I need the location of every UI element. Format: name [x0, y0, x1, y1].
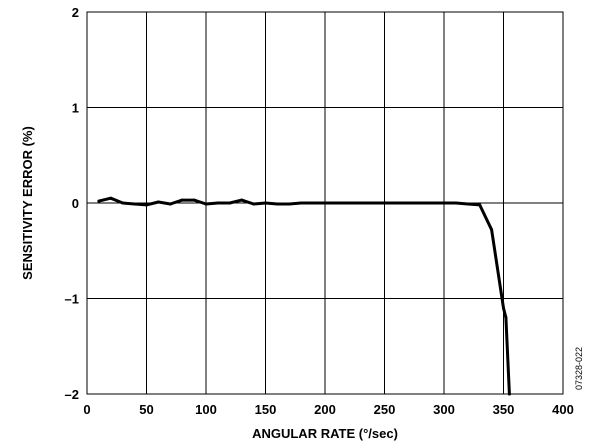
data-point-31	[466, 202, 470, 206]
y-tick-label-3: 1	[72, 101, 79, 116]
data-point-10	[216, 201, 220, 205]
data-point-21	[347, 201, 351, 205]
figure-id-label: 07328-022	[574, 347, 584, 390]
x-tick-labels: 0 50 100 150 200 250 300 350 400	[83, 402, 573, 417]
data-point-29	[442, 201, 446, 205]
data-point-35	[504, 316, 508, 320]
x-tick-label-6: 300	[433, 402, 455, 417]
data-point-8	[192, 198, 196, 202]
data-point-5	[156, 200, 160, 204]
y-tick-label-2: 0	[72, 196, 79, 211]
data-point-36	[507, 392, 511, 396]
data-point-23	[371, 201, 375, 205]
y-tick-label-0: –2	[65, 387, 79, 402]
data-point-12	[240, 198, 244, 202]
x-tick-label-5: 250	[374, 402, 396, 417]
data-point-3	[133, 202, 137, 206]
y-tick-label-4: 2	[72, 5, 79, 20]
x-tick-label-0: 0	[83, 402, 90, 417]
data-point-6	[168, 202, 172, 206]
x-tick-label-8: 400	[552, 402, 574, 417]
data-point-15	[275, 202, 279, 206]
x-tick-label-1: 50	[139, 402, 153, 417]
data-point-33	[490, 228, 494, 232]
data-point-22	[359, 201, 363, 205]
data-point-16	[287, 202, 291, 206]
data-point-19	[323, 201, 327, 205]
data-point-7	[180, 198, 184, 202]
data-point-2	[121, 201, 125, 205]
series-points	[97, 196, 511, 396]
data-point-26	[406, 201, 410, 205]
data-point-24	[383, 201, 386, 205]
data-point-17	[299, 201, 303, 205]
data-point-14	[264, 201, 267, 205]
x-axis-title: ANGULAR RATE (°/sec)	[252, 426, 398, 441]
data-point-4	[145, 203, 148, 207]
data-point-34	[502, 306, 505, 310]
data-point-0	[97, 199, 101, 203]
x-tick-label-7: 350	[493, 402, 515, 417]
data-point-9	[204, 202, 208, 206]
data-point-25	[394, 201, 398, 205]
data-point-27	[418, 201, 422, 205]
data-point-11	[228, 201, 232, 205]
y-tick-labels: –2 –1 0 1 2	[65, 5, 79, 402]
data-point-30	[454, 201, 458, 205]
plot-border	[86, 11, 564, 395]
data-point-13	[252, 202, 256, 206]
x-tick-label-2: 100	[195, 402, 217, 417]
y-axis-title: SENSITIVITY ERROR (%)	[20, 126, 35, 280]
data-point-1	[109, 196, 113, 200]
data-point-32	[478, 203, 482, 207]
data-point-28	[430, 201, 434, 205]
x-tick-label-4: 200	[314, 402, 336, 417]
data-point-18	[311, 201, 315, 205]
y-tick-label-1: –1	[65, 292, 79, 307]
data-point-20	[335, 201, 339, 205]
x-tick-label-3: 150	[255, 402, 277, 417]
